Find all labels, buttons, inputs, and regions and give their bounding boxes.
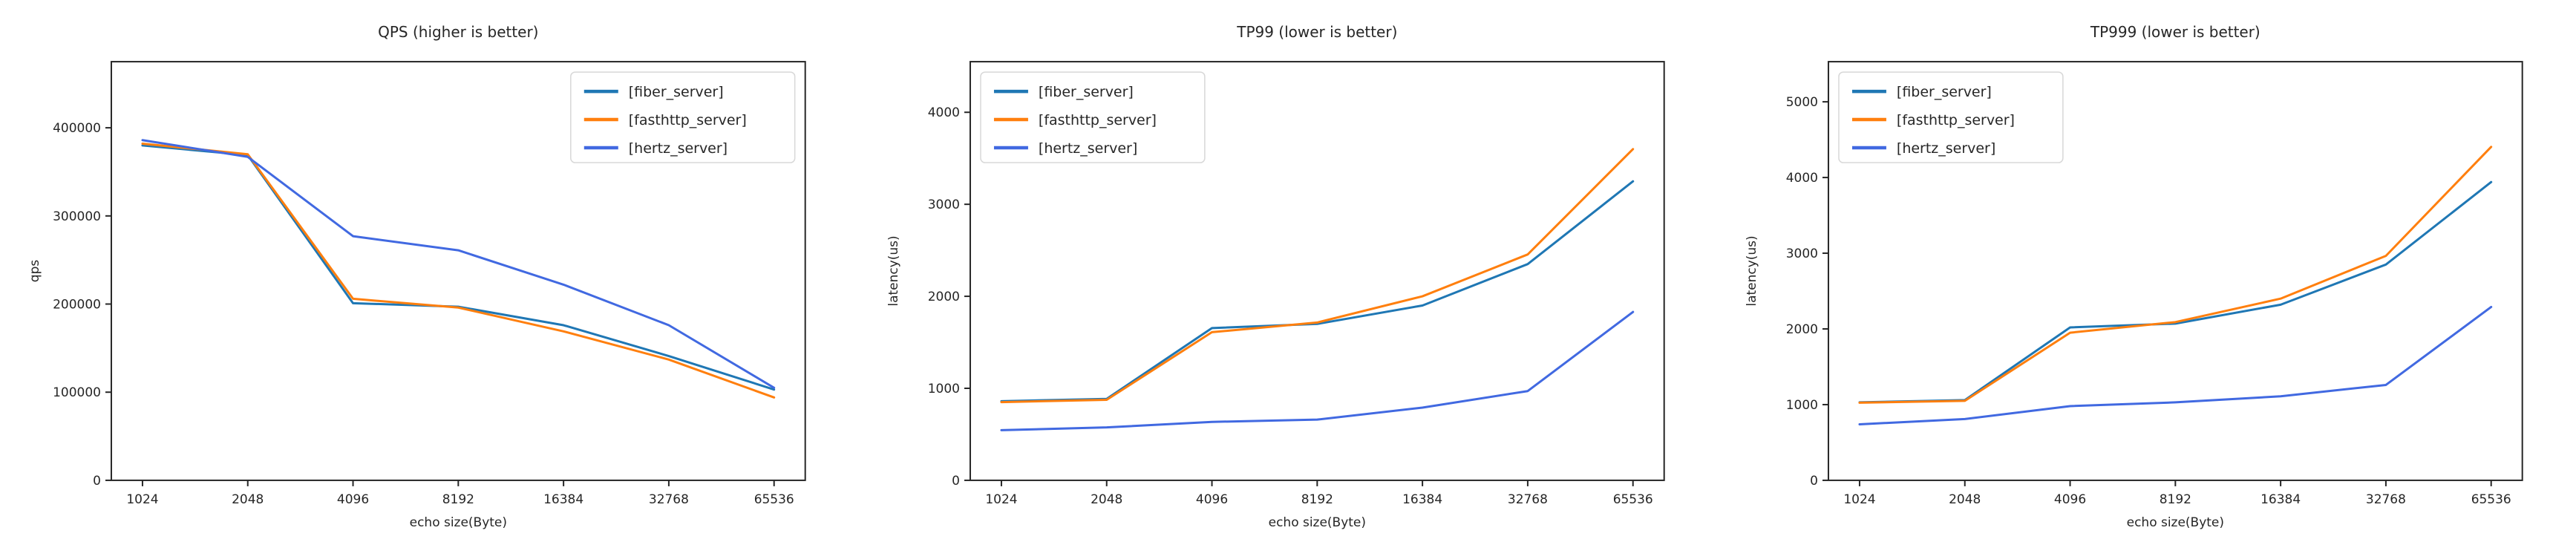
chart-title: TP99 (lower is better) xyxy=(1236,23,1397,41)
series-line-hertz_server xyxy=(1000,310,1634,431)
tp999-chart-panel: TP999 (lower is better) 0 1000 2000 3000 4000… xyxy=(1717,0,2576,542)
y-tick-label: 200000 xyxy=(53,298,101,313)
legend-label-fiber_server: [fiber_server] xyxy=(629,84,724,100)
legend-label-fasthttp_server: [fasthttp_server] xyxy=(1897,112,2015,128)
y-tick-label: 4000 xyxy=(927,105,959,120)
y-tick-label: 2000 xyxy=(927,290,959,304)
x-tick-label: 16384 xyxy=(543,492,583,507)
y-tick-label: 300000 xyxy=(53,209,101,224)
x-axis-label: echo size(Byte) xyxy=(1268,515,1365,530)
x-tick-label: 65536 xyxy=(2471,492,2511,507)
series-line-fiber_server xyxy=(141,144,776,391)
y-tick-label: 1000 xyxy=(1786,398,1818,413)
x-tick-label: 4096 xyxy=(337,492,369,507)
x-tick-label: 1024 xyxy=(1844,492,1876,507)
tp99-chart: TP99 (lower is better) 0 1000 2000 3000 4000 1… xyxy=(886,23,1665,530)
x-tick-label: 65536 xyxy=(754,492,794,507)
series-line-fasthttp_server xyxy=(1000,148,1634,404)
y-tick-label: 2000 xyxy=(1786,322,1818,337)
legend-label-hertz_server: [hertz_server] xyxy=(629,140,728,157)
x-tick-label: 16384 xyxy=(2260,492,2301,507)
x-tick-label: 16384 xyxy=(1402,492,1442,507)
series-line-hertz_server xyxy=(1858,305,2493,425)
y-tick-label: 3000 xyxy=(1786,246,1818,261)
x-tick-label: 4096 xyxy=(2054,492,2086,507)
y-tick-label: 0 xyxy=(93,474,101,489)
legend xyxy=(570,71,796,163)
y-tick-label: 100000 xyxy=(53,385,101,400)
x-tick-label: 2048 xyxy=(232,492,264,507)
series-line-fasthttp_server xyxy=(141,142,776,399)
legend-label-fasthttp_server: [fasthttp_server] xyxy=(629,112,747,128)
x-tick-label: 2048 xyxy=(1091,492,1122,507)
y-axis-label: qps xyxy=(27,260,42,283)
x-axis-label: echo size(Byte) xyxy=(2127,515,2224,530)
tp99-chart-panel: TP99 (lower is better) 0 1000 2000 3000 4000 1… xyxy=(859,0,1718,542)
legend-label-fiber_server: [fiber_server] xyxy=(1039,84,1134,100)
series-line-fiber_server xyxy=(1858,180,2493,404)
legend xyxy=(1838,71,2064,163)
x-tick-label: 32768 xyxy=(649,492,689,507)
y-tick-label: 5000 xyxy=(1786,95,1818,110)
y-tick-label: 4000 xyxy=(1786,171,1818,186)
y-tick-label: 400000 xyxy=(53,121,101,136)
chart-title: TP999 (lower is better) xyxy=(2090,23,2260,41)
x-tick-label: 65536 xyxy=(1612,492,1653,507)
chart-title: QPS (higher is better) xyxy=(378,23,538,41)
series-line-fiber_server xyxy=(1000,180,1634,402)
y-tick-label: 1000 xyxy=(927,382,959,396)
x-tick-label: 2048 xyxy=(1949,492,1981,507)
x-tick-label: 4096 xyxy=(1196,492,1228,507)
x-tick-label: 8192 xyxy=(442,492,474,507)
legend-label-hertz_server: [hertz_server] xyxy=(1897,140,1995,157)
x-tick-label: 8192 xyxy=(2160,492,2191,507)
legend-label-fiber_server: [fiber_server] xyxy=(1897,84,1992,100)
y-tick-label: 3000 xyxy=(927,197,959,212)
x-tick-label: 32768 xyxy=(1508,492,1548,507)
x-tick-label: 8192 xyxy=(1301,492,1333,507)
qps-chart: QPS (higher is better) 0 100000 200000 30000… xyxy=(27,23,806,530)
legend-label-fasthttp_server: [fasthttp_server] xyxy=(1039,112,1157,128)
series-line-fasthttp_server xyxy=(1858,146,2493,404)
x-tick-label: 1024 xyxy=(985,492,1017,507)
series-line-hertz_server xyxy=(141,139,776,389)
x-axis-label: echo size(Byte) xyxy=(410,515,507,530)
y-axis-label: latency(us) xyxy=(1745,235,1759,306)
legend-label-hertz_server: [hertz_server] xyxy=(1039,140,1137,157)
qps-chart-panel: QPS (higher is better) 0 100000 200000 30000… xyxy=(0,0,859,542)
x-tick-label: 1024 xyxy=(126,492,158,507)
y-tick-label: 0 xyxy=(952,474,960,489)
tp999-chart: TP999 (lower is better) 0 1000 2000 3000 4000… xyxy=(1745,23,2524,530)
legend xyxy=(979,71,1206,163)
y-tick-label: 0 xyxy=(1810,474,1818,489)
y-axis-label: latency(us) xyxy=(886,235,901,306)
x-tick-label: 32768 xyxy=(2366,492,2406,507)
